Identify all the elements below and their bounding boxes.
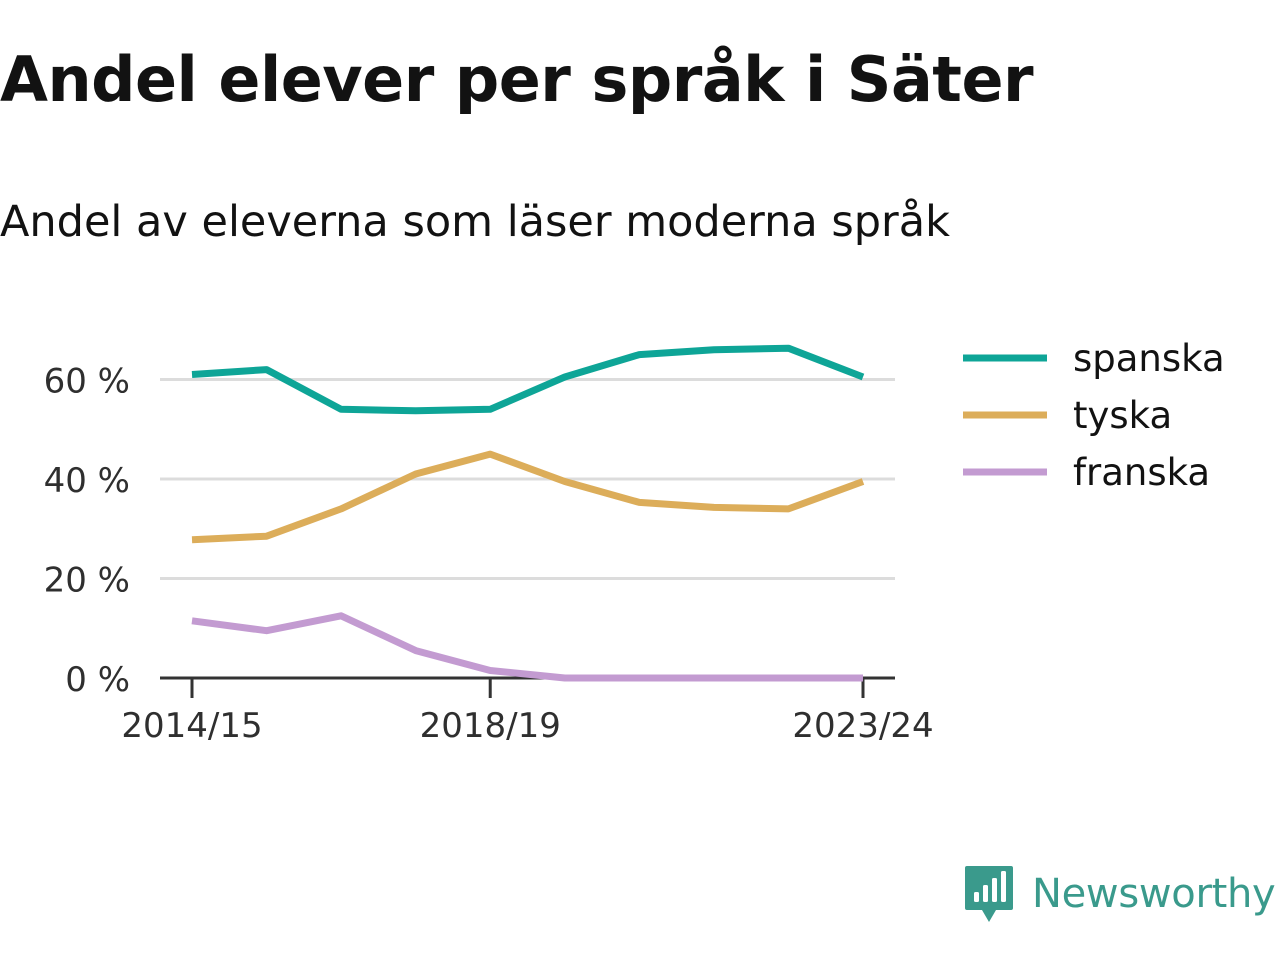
brand-logo: Newsworthy — [964, 864, 1276, 924]
x-tick-label: 2014/15 — [121, 706, 262, 746]
series-line-tyska — [191, 450, 865, 544]
y-tick-label: 0 % — [65, 660, 130, 700]
newsworthy-logo-icon — [965, 866, 1013, 922]
chart-subtitle: Andel av eleverna som läser moderna språ… — [0, 197, 950, 247]
y-tick-label: 20 % — [44, 561, 130, 601]
chart-title: Andel elever per språk i Säter — [0, 43, 1034, 116]
series-lines — [191, 344, 865, 682]
x-tick-label: 2018/19 — [420, 706, 561, 746]
legend-label-spanska: spanska — [1073, 337, 1225, 380]
brand-name: Newsworthy — [1032, 871, 1276, 917]
y-tick-label: 40 % — [44, 461, 130, 501]
series-line-franska — [191, 612, 863, 682]
y-tick-label: 60 % — [44, 362, 130, 402]
series-line-spanska — [191, 344, 865, 415]
legend-label-tyska: tyska — [1073, 394, 1172, 437]
tick-labels: 0 % 20 % 40 % 60 % 2014/15 2018/19 2023/24 — [44, 362, 934, 747]
legend: spanska tyska franska — [963, 337, 1225, 494]
legend-label-franska: franska — [1073, 451, 1210, 494]
grid-lines — [160, 378, 895, 580]
x-tick-label: 2023/24 — [792, 706, 933, 746]
